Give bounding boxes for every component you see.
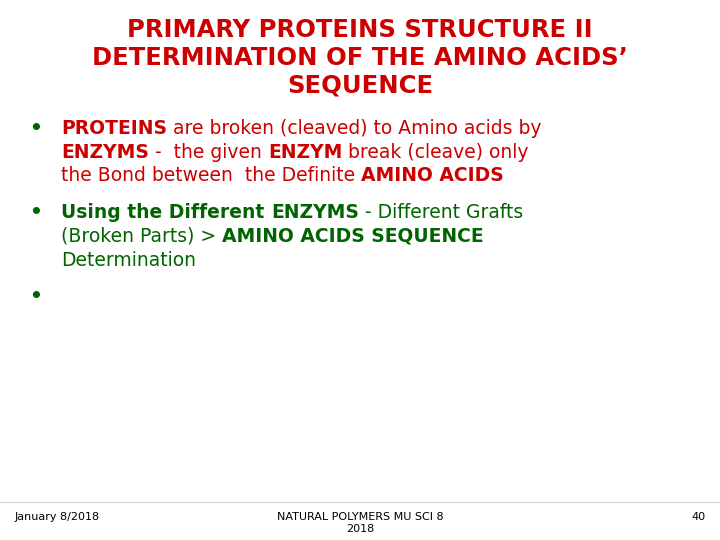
Text: January 8/2018: January 8/2018 bbox=[14, 512, 99, 522]
Text: PRIMARY PROTEINS STRUCTURE II: PRIMARY PROTEINS STRUCTURE II bbox=[127, 18, 593, 42]
Text: ENZYM: ENZYM bbox=[268, 143, 342, 161]
Text: •: • bbox=[29, 287, 42, 306]
Text: •: • bbox=[29, 119, 42, 138]
Text: ENZYMS: ENZYMS bbox=[271, 203, 359, 222]
Text: AMINO ACIDS SEQUENCE: AMINO ACIDS SEQUENCE bbox=[222, 227, 484, 246]
Text: DETERMINATION OF THE AMINO ACIDS’: DETERMINATION OF THE AMINO ACIDS’ bbox=[92, 45, 628, 70]
Text: •: • bbox=[29, 203, 42, 222]
Text: SEQUENCE: SEQUENCE bbox=[287, 73, 433, 97]
Text: - Different Grafts: - Different Grafts bbox=[359, 203, 523, 222]
Text: Using the Different: Using the Different bbox=[61, 203, 271, 222]
Text: AMINO ACIDS: AMINO ACIDS bbox=[361, 166, 504, 185]
Text: are broken (cleaved) to Amino acids by: are broken (cleaved) to Amino acids by bbox=[167, 119, 541, 138]
Text: ENZYMS: ENZYMS bbox=[61, 143, 149, 161]
Text: the Bond between  the Definite: the Bond between the Definite bbox=[61, 166, 361, 185]
Text: Determination: Determination bbox=[61, 251, 196, 269]
Text: -  the given: - the given bbox=[149, 143, 268, 161]
Text: break (cleave) only: break (cleave) only bbox=[342, 143, 528, 161]
Text: NATURAL POLYMERS MU SCI 8
2018: NATURAL POLYMERS MU SCI 8 2018 bbox=[276, 512, 444, 534]
Text: PROTEINS: PROTEINS bbox=[61, 119, 167, 138]
Text: 40: 40 bbox=[691, 512, 706, 522]
Text: (Broken Parts) >: (Broken Parts) > bbox=[61, 227, 222, 246]
